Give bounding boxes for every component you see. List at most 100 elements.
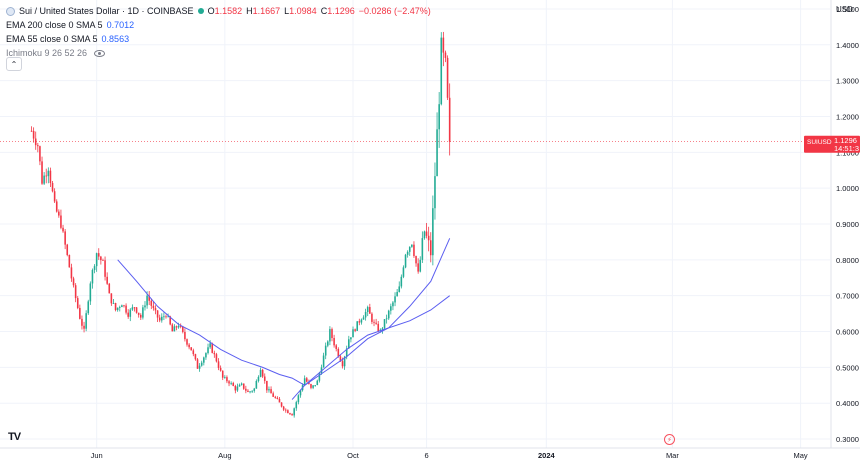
- symbol-row[interactable]: Sui / United States Dollar · 1D · COINBA…: [6, 4, 431, 18]
- candle-body: [343, 356, 346, 367]
- indicator-ema200[interactable]: EMA 200 close 0 SMA 5 0.7012: [6, 20, 135, 30]
- candle-body: [60, 215, 62, 228]
- candle-body: [209, 343, 211, 348]
- candle-body: [127, 312, 129, 317]
- candle-body: [305, 378, 308, 382]
- ohlc-low: L1.0984: [284, 6, 317, 16]
- candle-body: [45, 175, 48, 177]
- hidden-eye-icon[interactable]: [94, 49, 106, 57]
- candle-body: [354, 329, 356, 331]
- candle-body: [224, 377, 226, 378]
- candle-body: [74, 285, 77, 299]
- candle-body: [133, 307, 136, 309]
- candle-body: [230, 382, 232, 384]
- candle-body: [87, 301, 90, 314]
- collapse-legend-button[interactable]: ⌃: [6, 57, 22, 71]
- candle-body: [234, 385, 237, 391]
- candle-body: [55, 201, 58, 212]
- candle-body: [444, 52, 447, 58]
- candle-body: [169, 316, 172, 325]
- candle-body: [423, 231, 426, 239]
- candle-body: [163, 316, 165, 318]
- candle-body: [32, 130, 35, 139]
- candle-body: [408, 246, 411, 252]
- candle-body: [329, 329, 331, 342]
- candle-body: [362, 317, 365, 320]
- candle-body: [43, 175, 45, 184]
- candle-body: [434, 176, 436, 209]
- x-tick-label: May: [793, 451, 807, 460]
- candle-body: [182, 326, 184, 332]
- candle-body: [333, 337, 335, 346]
- y-tick-label: 1.3000: [836, 77, 859, 86]
- y-tick-label: 1.2000: [836, 112, 859, 121]
- price-axis: 1.5000 1.4000 1.3000 1.2000 1.1000 1.0000 0.90…: [836, 5, 859, 444]
- candle-body: [352, 329, 354, 338]
- candle-body: [190, 347, 193, 351]
- candle-body: [114, 303, 117, 311]
- candle-body: [289, 413, 291, 415]
- candle-body: [81, 318, 83, 326]
- candle-body: [261, 369, 264, 377]
- price-tag: SUIUSD 1.1296 14:51:3: [804, 135, 860, 153]
- candle-body: [85, 313, 87, 329]
- y-tick-label: 0.9000: [836, 220, 859, 229]
- candle-body: [64, 231, 66, 245]
- candle-body: [322, 355, 325, 368]
- candle-body: [142, 307, 144, 318]
- candle-body: [411, 244, 413, 247]
- candle-body: [100, 256, 102, 261]
- candle-body: [427, 235, 430, 241]
- y-tick-label: 1.0000: [836, 184, 859, 193]
- candle-body: [339, 356, 342, 362]
- ema-line: [117, 238, 451, 386]
- candle-body: [436, 129, 438, 177]
- candle-body: [291, 414, 293, 416]
- candle-body: [438, 104, 440, 130]
- candle-body: [263, 376, 266, 381]
- candle-body: [345, 348, 348, 357]
- candle-body: [404, 254, 407, 268]
- y-tick-label: 0.5000: [836, 363, 859, 372]
- candle-body: [255, 380, 258, 389]
- lightning-icon[interactable]: ⚡: [664, 434, 675, 445]
- x-tick-label: Oct: [347, 451, 360, 460]
- candle-body: [158, 317, 161, 321]
- candle-body: [350, 337, 352, 340]
- candle-body: [284, 409, 287, 411]
- time-axis: Jun Aug Oct 6 2024 Mar May: [91, 451, 808, 460]
- candle-body: [400, 276, 403, 287]
- indicator-ema55[interactable]: EMA 55 close 0 SMA 5 0.8563: [6, 34, 130, 44]
- candle-body: [123, 305, 125, 307]
- candle-body: [95, 253, 98, 267]
- candle-body: [406, 251, 409, 255]
- candle-body: [53, 191, 56, 202]
- candle-body: [66, 244, 69, 256]
- candle-body: [175, 326, 178, 328]
- x-tick-label: 6: [424, 451, 428, 460]
- candle-body: [371, 313, 373, 322]
- candle-body: [312, 385, 314, 388]
- candle-body: [392, 302, 394, 307]
- candle-body: [442, 37, 445, 53]
- candle-body: [247, 390, 249, 392]
- candle-body: [213, 352, 216, 355]
- candle-body: [272, 393, 274, 397]
- candle-body: [390, 306, 392, 311]
- candle-body: [148, 295, 150, 301]
- grid-layer: [0, 0, 830, 448]
- candle-body: [135, 307, 138, 313]
- candle-body: [341, 361, 344, 367]
- candle-body: [196, 359, 199, 369]
- candle-body: [106, 276, 108, 284]
- candle-body: [369, 307, 371, 314]
- candle-body: [139, 314, 142, 318]
- candle-body: [125, 305, 127, 313]
- symbol-title: Sui / United States Dollar · 1D · COINBA…: [19, 6, 194, 16]
- candle-body: [173, 326, 176, 332]
- candle-body: [137, 312, 140, 315]
- candle-body: [232, 382, 235, 386]
- y-tick-label: 1.1000: [836, 148, 859, 157]
- indicator-ichimoku[interactable]: Ichimoku 9 26 52 26: [6, 46, 431, 60]
